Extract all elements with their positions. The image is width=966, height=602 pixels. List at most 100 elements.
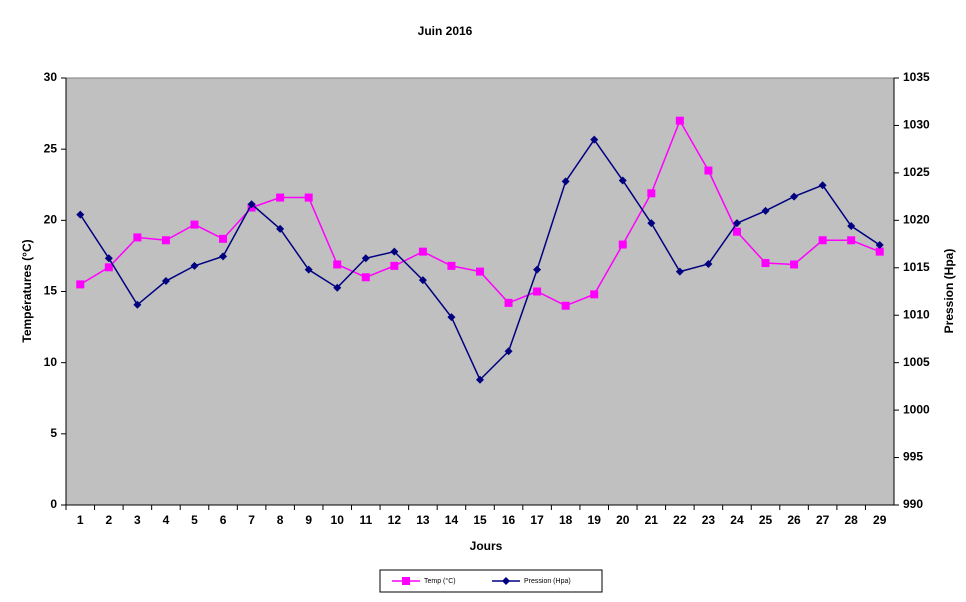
x-tick-label: 14 [445,513,459,527]
data-point [704,259,713,268]
data-point [361,254,370,263]
data-point [675,267,684,276]
data-point [647,219,656,228]
data-point [590,135,599,144]
x-tick-label: 20 [616,513,630,527]
data-point [333,283,342,292]
data-point [219,252,228,261]
x-tick-label: 24 [730,513,744,527]
x-tick-label: 8 [277,513,284,527]
data-point [447,261,456,270]
x-tick-label: 4 [163,513,170,527]
data-point [533,287,542,296]
x-tick-label: 17 [530,513,544,527]
y-tick-label: 30 [44,70,58,84]
y2-tick-label: 1005 [903,355,930,369]
data-point [618,240,627,249]
x-tick-label: 28 [844,513,858,527]
x-axis-label: Jours [470,539,503,553]
x-tick-label: 13 [416,513,430,527]
data-point [732,219,741,228]
x-tick-label: 5 [191,513,198,527]
chart-title: Juin 2016 [418,24,473,38]
y-tick-label: 5 [50,426,57,440]
y2-tick-label: 1025 [903,165,930,179]
y-tick-label: 10 [44,355,58,369]
y2-axis-label: Pression (Hpa) [942,249,956,334]
x-tick-label: 19 [588,513,602,527]
x-tick-label: 3 [134,513,141,527]
data-point [76,210,85,219]
x-tick-label: 23 [702,513,716,527]
data-point [76,280,85,289]
data-point [219,234,228,243]
data-point [675,116,684,125]
legend-label: Temp (°C) [424,577,456,585]
data-point [476,267,484,276]
legend-box [379,569,603,593]
data-point [732,227,741,236]
data-point [618,176,627,185]
data-point [790,192,799,201]
data-point [276,224,285,233]
x-tick-label: 21 [645,513,659,527]
y2-tick-label: 1015 [903,260,930,274]
data-point [402,577,410,585]
data-point [761,259,770,268]
data-point [333,260,342,269]
x-tick-label: 6 [220,513,227,527]
data-point [190,220,199,229]
legend-label: Pression (Hpa) [524,578,571,585]
plot-area [65,77,895,506]
data-point [418,247,427,256]
data-point [818,236,827,245]
data-point [847,236,856,245]
data-point [361,273,370,282]
data-point [504,347,513,356]
data-point [561,301,570,310]
x-tick-label: 25 [759,513,773,527]
data-point [875,247,884,256]
data-point [504,298,513,307]
data-point [561,177,570,186]
x-tick-label: 15 [473,513,487,527]
data-point [447,313,456,322]
data-point [533,265,542,274]
data-point [790,260,799,269]
y2-tick-label: 1020 [903,213,930,227]
x-tick-label: 7 [248,513,255,527]
y-tick-label: 20 [44,213,58,227]
data-point [590,290,599,299]
y2-tick-label: 1030 [903,118,930,132]
data-point [647,189,656,198]
x-tick-label: 9 [305,513,312,527]
data-point [761,206,770,215]
data-point [502,577,510,585]
data-point [104,263,113,272]
data-point [304,265,313,274]
data-point [418,276,427,285]
y2-tick-label: 1035 [903,70,930,84]
x-tick-label: 18 [559,513,573,527]
x-tick-label: 29 [873,513,887,527]
x-tick-label: 2 [105,513,112,527]
y2-tick-label: 1010 [903,307,930,321]
y2-tick-label: 1000 [903,402,930,416]
y-tick-label: 0 [50,497,57,511]
data-point [190,261,199,270]
x-tick-label: 11 [359,513,372,527]
data-point [704,166,713,175]
data-point [276,193,285,202]
y2-tick-label: 995 [903,450,923,464]
data-point [847,222,856,231]
x-tick-label: 10 [331,513,345,527]
data-point [247,200,256,209]
data-point [161,277,170,286]
y-tick-label: 25 [44,141,58,155]
data-point [161,236,170,245]
x-tick-label: 1 [77,513,84,527]
x-tick-label: 12 [388,513,402,527]
data-point [133,300,142,309]
x-tick-label: 22 [673,513,687,527]
